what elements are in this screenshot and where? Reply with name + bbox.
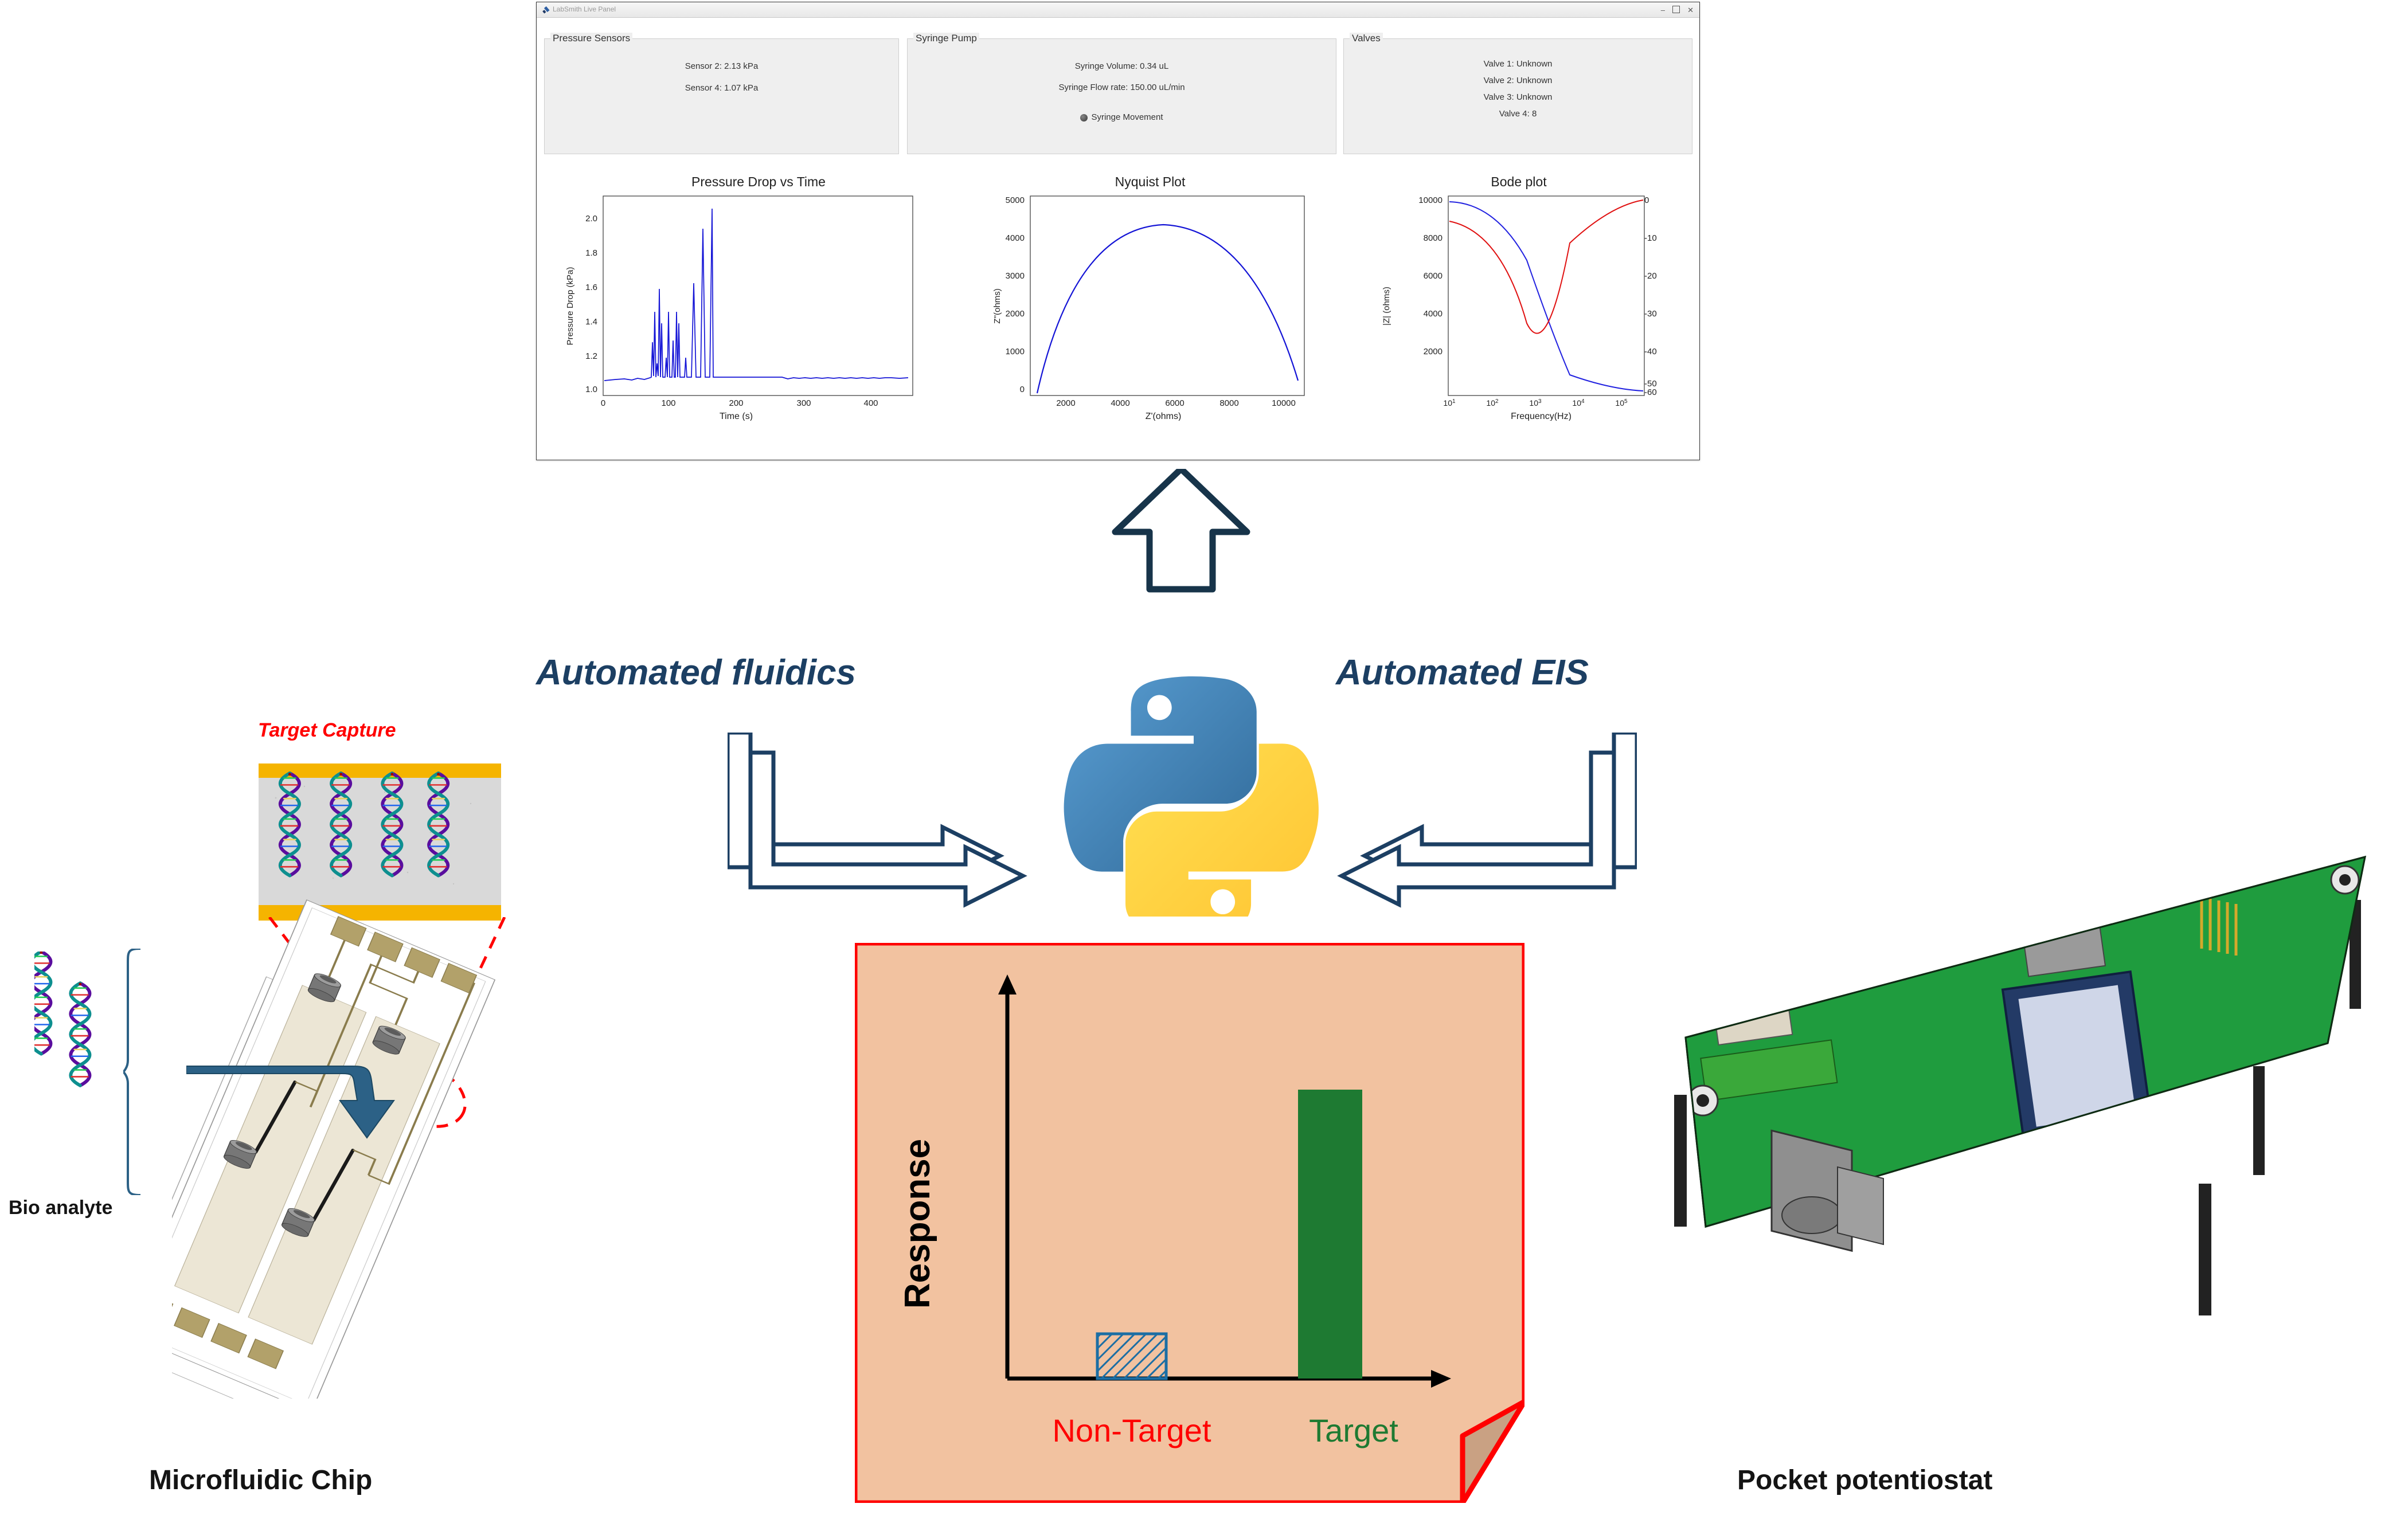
svg-text:6000: 6000: [1424, 271, 1443, 281]
svg-text:8000: 8000: [1219, 398, 1238, 408]
svg-text:1.6: 1.6: [585, 283, 597, 292]
svg-text:Z''(ohms): Z''(ohms): [992, 288, 1002, 324]
svg-text:Response: Response: [898, 1139, 937, 1309]
svg-text:100: 100: [661, 398, 675, 408]
svg-text:Time (s): Time (s): [720, 412, 753, 421]
svg-text:0: 0: [601, 398, 605, 408]
svg-text:4000: 4000: [1006, 233, 1025, 243]
svg-text:-20: -20: [1644, 271, 1657, 281]
svg-text:Non-Target: Non-Target: [1052, 1412, 1211, 1448]
svg-text:Target: Target: [1309, 1412, 1398, 1448]
svg-text:300: 300: [796, 398, 811, 408]
svg-text:Z'(ohms): Z'(ohms): [1146, 412, 1182, 421]
svg-text:3000: 3000: [1006, 271, 1025, 281]
svg-text:104: 104: [1572, 398, 1585, 408]
svg-text:2000: 2000: [1056, 398, 1075, 408]
svg-text:1.2: 1.2: [585, 351, 597, 361]
svg-text:105: 105: [1615, 398, 1628, 408]
svg-text:1.8: 1.8: [585, 248, 597, 258]
svg-text:1000: 1000: [1006, 347, 1025, 357]
svg-text:6000: 6000: [1165, 398, 1184, 408]
svg-text:|Z| (ohms): |Z| (ohms): [1382, 287, 1391, 326]
svg-text:0: 0: [1020, 385, 1025, 394]
svg-text:8000: 8000: [1424, 233, 1443, 243]
svg-text:4000: 4000: [1111, 398, 1129, 408]
svg-text:-60: -60: [1644, 387, 1657, 397]
svg-text:Pressure Drop (kPa): Pressure Drop (kPa): [565, 267, 575, 346]
svg-text:102: 102: [1486, 398, 1499, 408]
svg-text:103: 103: [1529, 398, 1542, 408]
svg-text:Frequency(Hz): Frequency(Hz): [1511, 412, 1572, 421]
svg-text:101: 101: [1443, 398, 1456, 408]
svg-text:400: 400: [863, 398, 878, 408]
svg-text:10000: 10000: [1272, 398, 1296, 408]
svg-text:1.0: 1.0: [585, 385, 597, 394]
svg-text:2000: 2000: [1424, 347, 1443, 357]
svg-text:-40: -40: [1644, 347, 1657, 357]
svg-text:200: 200: [729, 398, 743, 408]
svg-text:2.0: 2.0: [585, 214, 597, 224]
svg-text:1.4: 1.4: [585, 317, 597, 327]
svg-text:10000: 10000: [1418, 195, 1443, 205]
svg-text:-10: -10: [1644, 233, 1657, 243]
svg-text:-30: -30: [1644, 309, 1657, 319]
svg-text:0: 0: [1644, 195, 1649, 205]
svg-text:4000: 4000: [1424, 309, 1443, 319]
svg-text:2000: 2000: [1006, 309, 1025, 319]
svg-text:5000: 5000: [1006, 195, 1025, 205]
